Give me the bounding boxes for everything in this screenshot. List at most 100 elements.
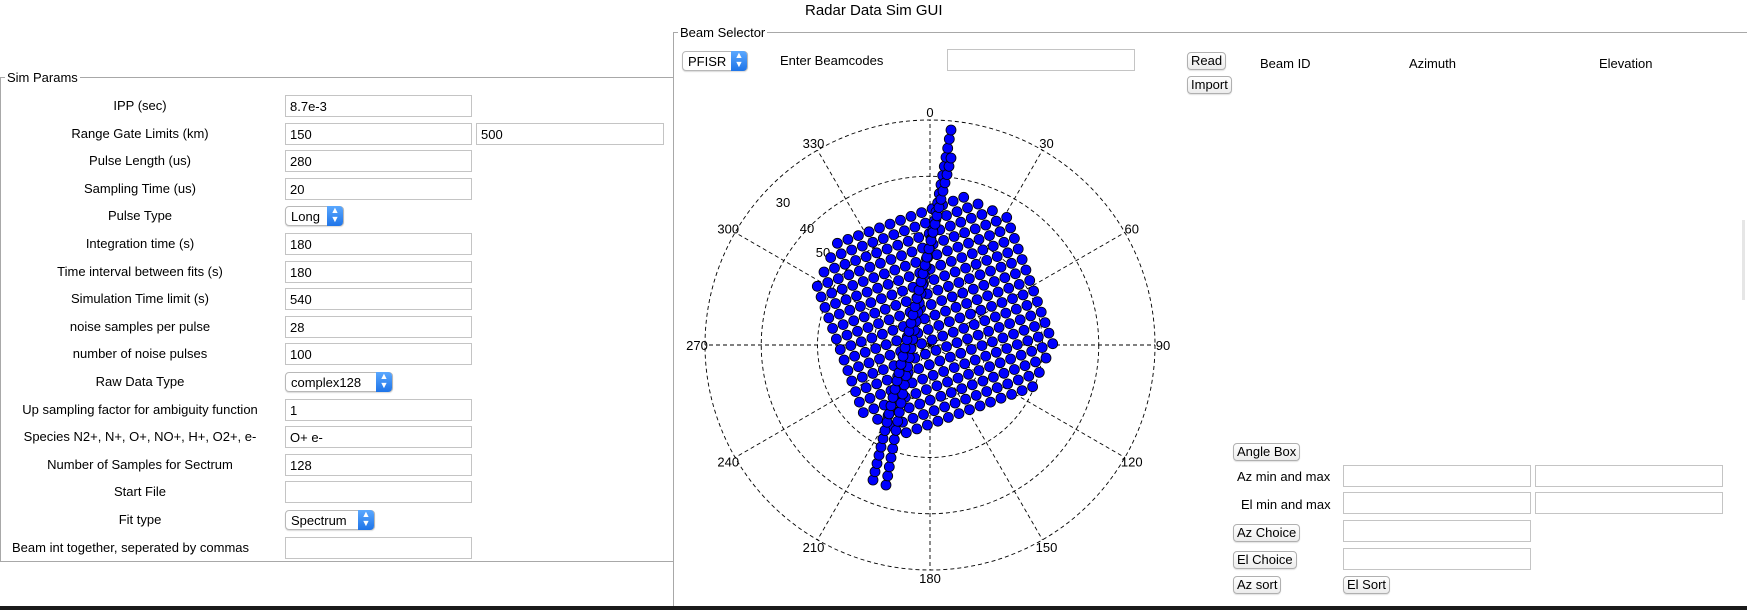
az-min-input[interactable] [1343, 465, 1531, 487]
beam-point[interactable] [837, 319, 849, 331]
beam-point[interactable] [876, 328, 888, 340]
beam-point[interactable] [958, 191, 970, 203]
beam-point[interactable] [977, 375, 989, 387]
beam-point[interactable] [928, 274, 940, 286]
beam-point[interactable] [1028, 285, 1040, 297]
beam-point[interactable] [849, 350, 861, 362]
beam-point[interactable] [1006, 257, 1017, 269]
el-choice-input[interactable] [1343, 548, 1531, 570]
beam-point[interactable] [856, 371, 868, 383]
beam-point[interactable] [829, 262, 840, 274]
beam-point[interactable] [922, 323, 934, 335]
beam-point[interactable] [1006, 388, 1018, 400]
beam-point[interactable] [964, 308, 976, 320]
beam-point[interactable] [970, 389, 982, 401]
beam-point[interactable] [953, 277, 965, 288]
beam-point[interactable] [982, 290, 994, 302]
beam-point[interactable] [1026, 345, 1038, 357]
beam-point[interactable] [989, 311, 1001, 323]
beam-point[interactable] [1005, 353, 1017, 365]
beam-point[interactable] [941, 245, 953, 257]
beam-point[interactable] [1008, 328, 1019, 340]
beam-point[interactable] [974, 269, 986, 281]
beam-point[interactable] [962, 202, 973, 214]
beam-point[interactable] [949, 397, 961, 409]
beam-point[interactable] [1025, 310, 1037, 322]
beam-point[interactable] [993, 321, 1005, 333]
beam-point[interactable] [984, 361, 996, 373]
beam-point[interactable] [867, 367, 879, 379]
param-select-pulse-type[interactable]: Long ▲ ▼ [285, 206, 344, 226]
beam-point[interactable] [1000, 307, 1012, 319]
beam-point[interactable] [972, 198, 984, 210]
beam-point[interactable] [843, 269, 855, 281]
beam-point[interactable] [953, 408, 965, 420]
beam-point[interactable] [999, 272, 1011, 284]
beam-point[interactable] [827, 322, 839, 334]
beam-point[interactable] [947, 195, 959, 207]
beam-point[interactable] [870, 343, 882, 354]
az-max-input[interactable] [1535, 465, 1723, 487]
beam-point[interactable] [1002, 378, 1014, 390]
beam-point[interactable] [991, 251, 1003, 263]
beam-point[interactable] [946, 291, 958, 303]
beam-point[interactable] [998, 236, 1010, 248]
beam-point[interactable] [882, 278, 894, 290]
az-choice-button[interactable]: Az Choice [1233, 524, 1301, 542]
beam-point[interactable] [939, 401, 951, 413]
beam-point[interactable] [830, 298, 841, 309]
beam-point[interactable] [972, 329, 984, 341]
beam-point[interactable] [1004, 318, 1016, 330]
beam-point[interactable] [893, 275, 905, 287]
beam-point[interactable] [943, 133, 955, 145]
param-input-integration-time-s[interactable]: 180 [285, 233, 472, 255]
beam-point[interactable] [851, 290, 862, 302]
beam-point[interactable] [911, 423, 923, 435]
beam-point[interactable] [985, 396, 996, 408]
beam-point[interactable] [928, 405, 940, 417]
az-choice-input[interactable] [1343, 520, 1531, 542]
beam-point[interactable] [891, 335, 903, 347]
beam-point[interactable] [896, 250, 907, 262]
beam-point[interactable] [838, 354, 850, 366]
beam-point[interactable] [1027, 381, 1039, 393]
beam-point[interactable] [956, 383, 968, 395]
beam-point[interactable] [1033, 366, 1045, 378]
beam-point[interactable] [921, 419, 933, 431]
beam-point[interactable] [917, 373, 929, 385]
beam-point[interactable] [855, 336, 867, 348]
beam-point[interactable] [877, 364, 889, 376]
beam-point[interactable] [897, 285, 908, 297]
beam-point[interactable] [863, 357, 875, 369]
beam-point[interactable] [872, 413, 884, 425]
beam-point[interactable] [1024, 275, 1036, 286]
beam-point[interactable] [969, 223, 981, 235]
beam-point[interactable] [836, 283, 848, 295]
beam-point[interactable] [923, 359, 935, 371]
beam-point[interactable] [818, 266, 830, 278]
beam-point[interactable] [981, 386, 993, 397]
el-sort-button[interactable]: El Sort [1343, 576, 1391, 594]
beam-point[interactable] [930, 344, 942, 356]
beam-point[interactable] [1022, 335, 1034, 347]
beam-point[interactable] [839, 258, 851, 270]
beam-point[interactable] [905, 211, 917, 222]
beam-point[interactable] [890, 299, 902, 311]
beam-point[interactable] [842, 233, 854, 245]
beam-point[interactable] [978, 279, 990, 291]
beam-point[interactable] [874, 257, 886, 269]
beam-point[interactable] [967, 283, 979, 295]
param-input-noise-samples-per-pulse[interactable]: 28 [285, 316, 472, 338]
el-choice-button[interactable]: El Choice [1233, 551, 1297, 569]
beam-point[interactable] [938, 366, 950, 377]
el-min-input[interactable] [1343, 492, 1531, 514]
beam-point[interactable] [968, 319, 980, 331]
beam-point[interactable] [846, 375, 858, 387]
beam-point[interactable] [937, 330, 949, 342]
beam-point[interactable] [864, 261, 876, 273]
param-input-beam-int-together-seperated-by-commas[interactable] [285, 537, 472, 559]
beam-point[interactable] [879, 303, 891, 315]
beam-point[interactable] [952, 372, 964, 384]
beam-point[interactable] [920, 384, 932, 396]
param-select-fit-type[interactable]: Spectrum ▲ ▼ [285, 510, 375, 530]
